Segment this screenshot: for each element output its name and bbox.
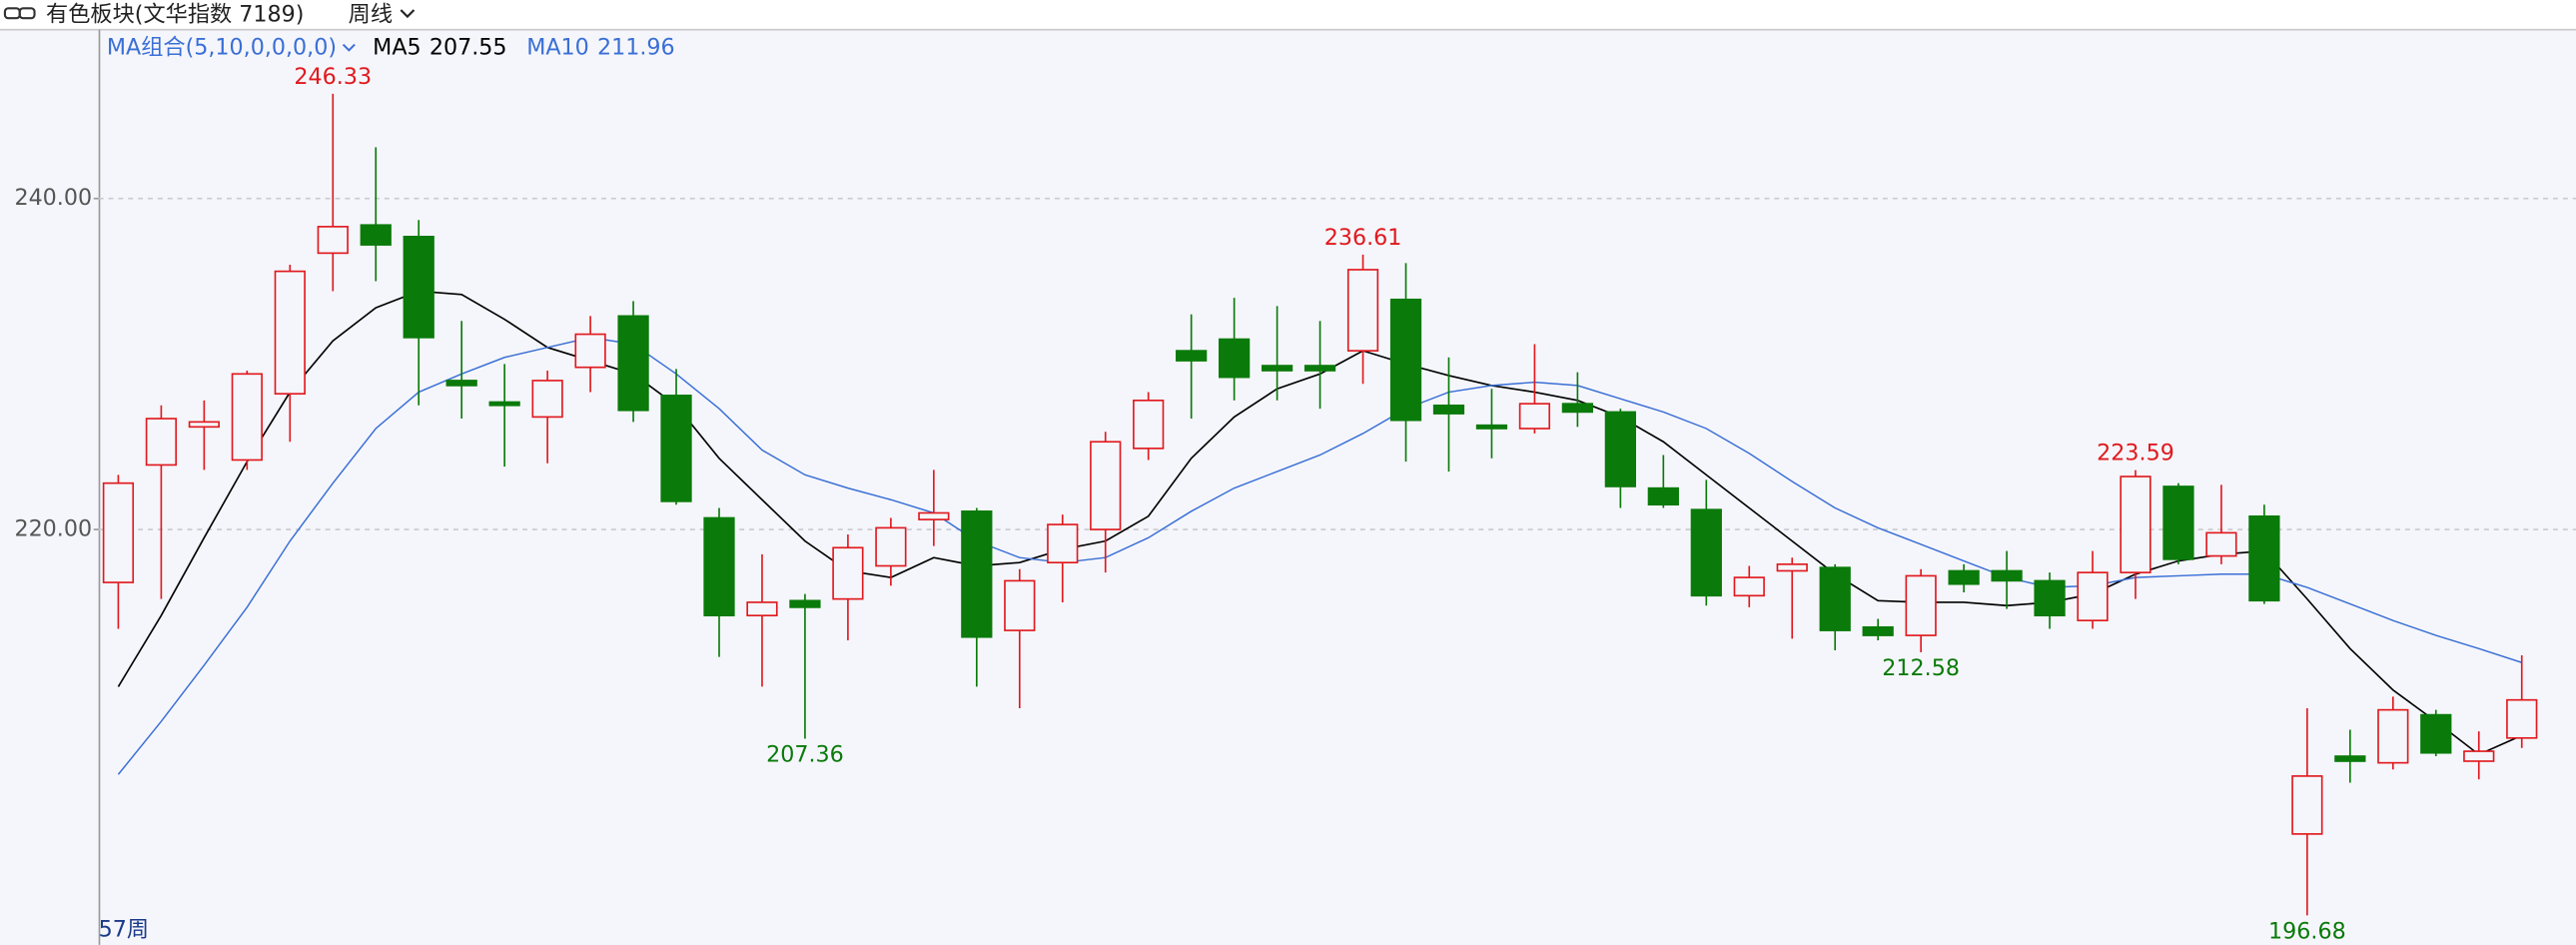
candle-body	[1475, 424, 1508, 430]
candle-body	[531, 380, 563, 419]
link-icon[interactable]	[3, 7, 36, 20]
candle-body	[574, 333, 606, 369]
candle-body	[1090, 441, 1122, 530]
candle-body	[1518, 403, 1551, 430]
candle-body	[1776, 563, 1808, 572]
candle-body	[1346, 269, 1379, 352]
candle-body	[746, 601, 778, 617]
candle-body	[1047, 523, 1079, 564]
period-selector[interactable]: 周线	[349, 1, 393, 27]
candle-body	[1432, 404, 1465, 415]
period-chevron[interactable]	[400, 9, 416, 19]
candle-body	[360, 224, 392, 246]
low-label: 196.68	[2268, 918, 2346, 944]
candle-body	[1905, 574, 1937, 636]
candle-body	[1004, 579, 1036, 631]
candle-body	[1948, 569, 1980, 585]
bar-count-label: 57周	[99, 917, 149, 943]
ma-line	[117, 337, 2522, 775]
legend-name: MA5	[373, 34, 421, 60]
candle-body	[2420, 713, 2452, 754]
candle-body	[2248, 514, 2280, 602]
candle-body	[789, 599, 821, 608]
candle-body	[660, 395, 692, 502]
high-label: 246.33	[294, 64, 372, 90]
candle-body	[403, 235, 434, 339]
candle-body	[445, 380, 477, 387]
legend-value: 211.96	[597, 34, 675, 60]
candle-body	[1176, 350, 1208, 362]
ma-legend-label[interactable]: MA组合(5,10,0,0,0,0)	[107, 34, 337, 60]
candle-body	[1991, 569, 2023, 582]
labels: 246.33 207.36 236.61 212.58 223.59 196.68	[294, 64, 2345, 944]
candle-body	[188, 421, 220, 429]
candle-body	[1862, 625, 1894, 636]
header-bar	[0, 0, 2576, 30]
candle-body	[1389, 298, 1422, 422]
candle-body	[2077, 571, 2109, 621]
legend-name: MA10	[526, 34, 589, 60]
high-label: 223.59	[2097, 441, 2174, 467]
y-tick-label: 220.00	[14, 516, 92, 542]
candle-body	[832, 546, 864, 600]
low-label: 207.36	[766, 741, 844, 767]
candle-body	[102, 481, 135, 583]
candle-body	[2162, 485, 2194, 560]
candle-body	[2463, 750, 2495, 762]
candle-body	[274, 270, 306, 396]
candle-body	[1219, 338, 1251, 379]
candle-body	[617, 315, 649, 412]
candle-body	[2377, 708, 2409, 764]
candle-body	[2334, 755, 2366, 762]
candle-body	[1733, 576, 1765, 597]
candle-body	[1819, 566, 1851, 631]
candle-body	[231, 373, 263, 462]
candle-body	[1604, 411, 1636, 487]
candle-body	[2120, 475, 2151, 573]
candle-body	[2205, 531, 2237, 557]
candle-body	[2034, 579, 2066, 617]
candles	[102, 93, 2538, 916]
y-tick-label: 240.00	[14, 185, 92, 211]
candle-body	[875, 526, 907, 567]
candle-body	[1561, 403, 1594, 414]
candle-body	[703, 516, 735, 617]
candle-body	[1133, 400, 1165, 450]
candle-body	[1303, 365, 1336, 372]
low-label: 212.58	[1882, 655, 1960, 681]
candle-body	[2291, 775, 2323, 835]
candle-body	[918, 511, 950, 520]
header-title: 有色板块(文华指数 7189)	[46, 1, 304, 27]
candle-body	[1690, 508, 1722, 597]
candle-body	[1647, 486, 1679, 506]
candle-body	[145, 418, 178, 467]
candle-body	[488, 401, 520, 407]
candle-body	[961, 510, 993, 638]
high-label: 236.61	[1324, 225, 1402, 251]
candle-body	[1261, 365, 1293, 372]
ma-chevron[interactable]	[342, 43, 356, 52]
legend-value: 207.55	[429, 34, 507, 60]
candle-body	[317, 226, 349, 255]
candle-body	[2506, 698, 2538, 739]
